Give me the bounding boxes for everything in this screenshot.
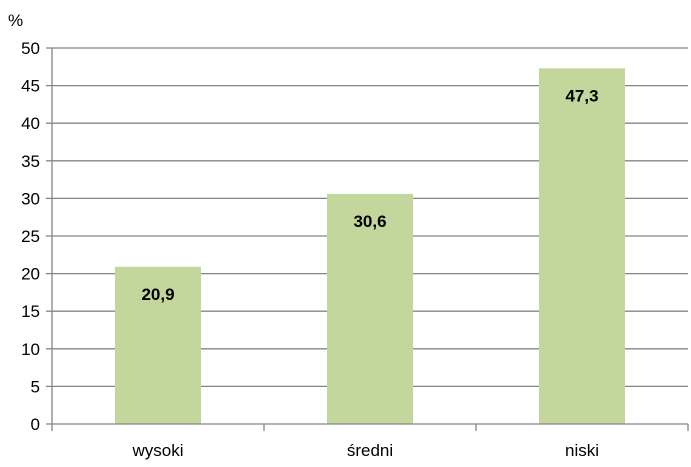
data-label: 30,6: [353, 212, 386, 231]
y-tick-label: 35: [21, 152, 40, 171]
y-tick-label: 0: [31, 415, 40, 434]
bar: [115, 266, 201, 424]
y-tick-label: 5: [31, 377, 40, 396]
bar: [327, 193, 413, 424]
category-label: średni: [347, 441, 393, 460]
y-tick-label: 25: [21, 227, 40, 246]
y-tick-label: 30: [21, 189, 40, 208]
y-tick-label: 50: [21, 39, 40, 58]
y-tick-label: 10: [21, 340, 40, 359]
y-tick-label: 45: [21, 77, 40, 96]
bars: [115, 68, 625, 424]
data-label: 20,9: [141, 285, 174, 304]
category-label: wysoki: [131, 441, 183, 460]
data-label: 47,3: [565, 86, 598, 105]
y-tick-label: 20: [21, 265, 40, 284]
bar: [539, 68, 625, 424]
category-label: niski: [565, 441, 599, 460]
y-tick-label: 15: [21, 302, 40, 321]
y-tick-label: 40: [21, 114, 40, 133]
axes: [46, 47, 689, 431]
y-axis-unit-label: %: [8, 11, 23, 30]
labels: % 0 5 10 15 20 25 30 35 40 45 50 wysoki 20,9 średni 30…: [8, 11, 599, 460]
